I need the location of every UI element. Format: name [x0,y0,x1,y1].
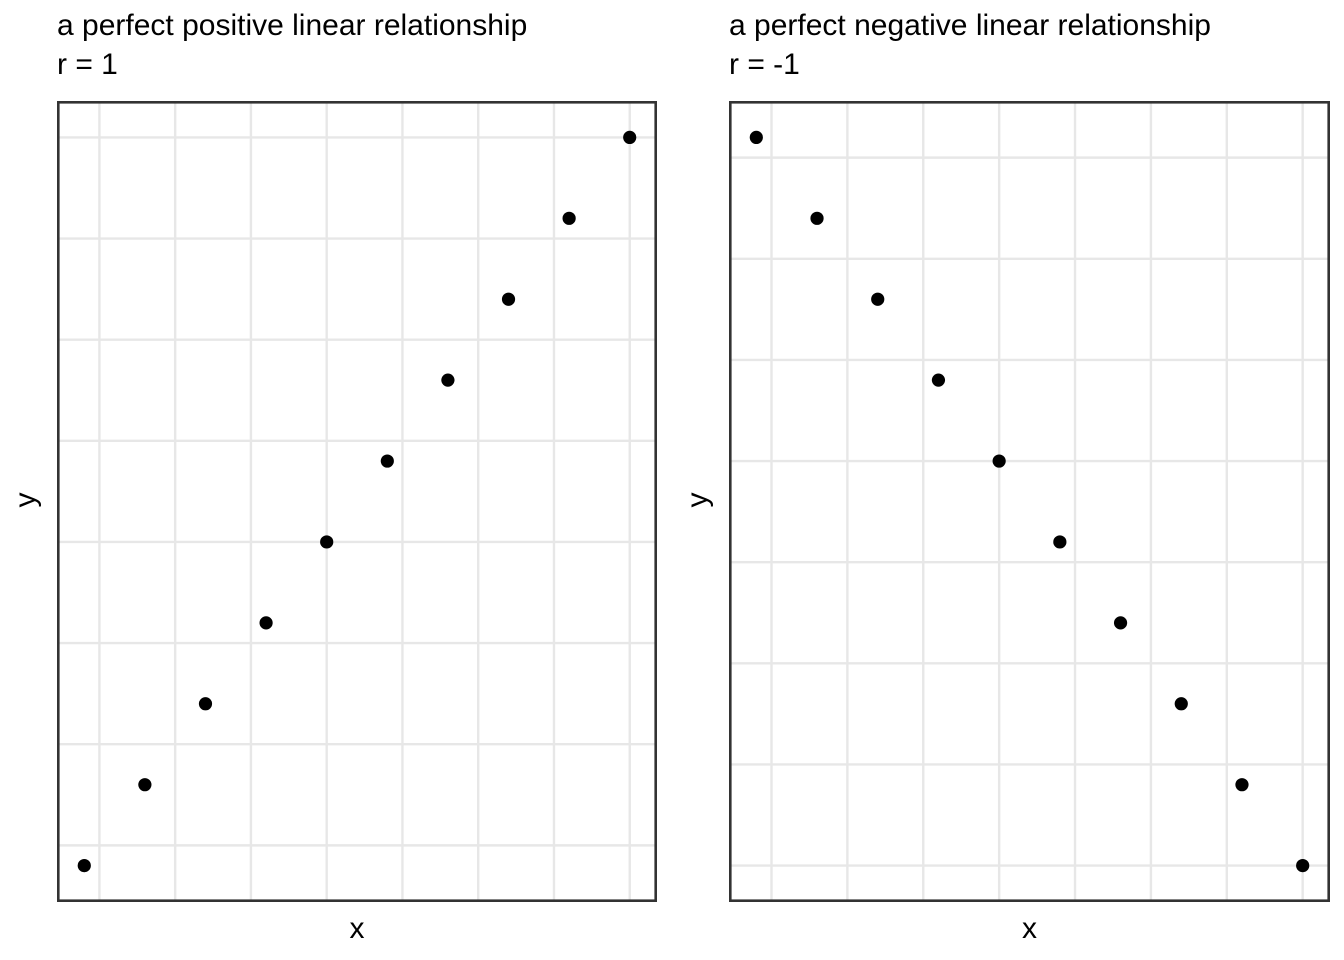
data-point [623,130,637,145]
plot-subtitle: r = 1 [57,48,118,81]
panel-border [57,101,657,902]
data-point [198,697,213,711]
data-point [1235,778,1249,792]
data-point [1174,697,1188,711]
x-axis-label: x [349,912,365,945]
panel-negative-header: a perfect negative linear relationship r… [729,6,1211,84]
data-point [749,130,763,145]
data-point [441,373,455,387]
data-point [1113,616,1128,630]
data-point [992,454,1006,468]
data-point [320,535,334,549]
data-point [931,373,946,387]
plot-panel-positive [57,101,657,902]
plot-title: a perfect negative linear relationship [729,9,1211,42]
y-axis-label: y [9,492,42,508]
plot-title: a perfect positive linear relationship [57,9,528,42]
data-point [810,211,824,225]
data-point [562,211,576,225]
y-axis-label: y [681,492,714,508]
panel-border [729,101,1330,902]
plot-subtitle: r = -1 [729,48,800,81]
data-point [1053,535,1067,549]
panel-positive-header: a perfect positive linear relationship r… [57,6,527,84]
data-point [501,292,516,306]
plot-panel-negative [729,101,1330,902]
data-point [380,454,394,468]
x-axis-label: x [1022,912,1037,945]
data-point [1296,858,1310,873]
data-point [871,292,885,306]
data-point [138,778,152,792]
data-point [259,616,273,630]
data-point [77,858,91,873]
